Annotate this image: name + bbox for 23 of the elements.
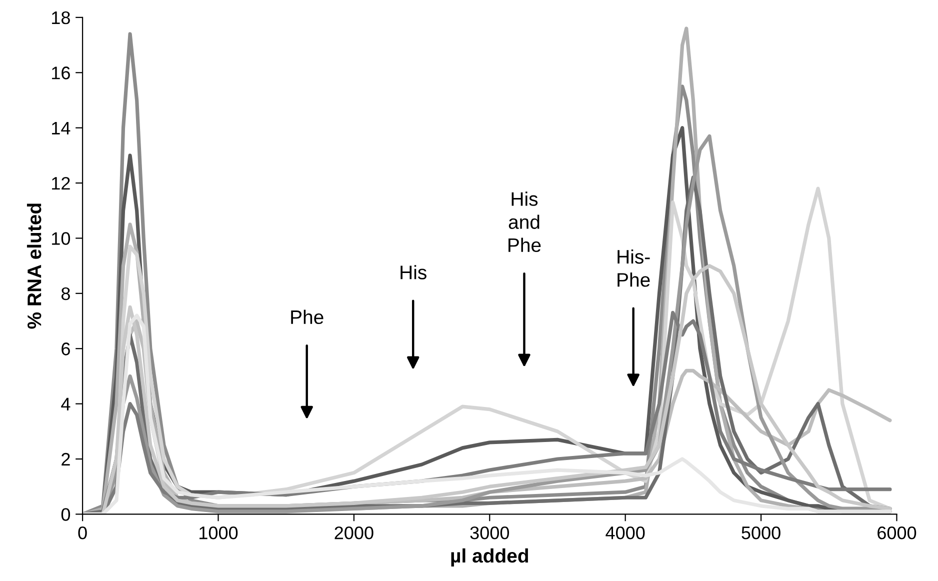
- y-tick-label: 4: [61, 398, 70, 410]
- x-tick-label: 4000: [606, 526, 645, 540]
- y-tick-label: 0: [61, 508, 70, 521]
- y-tick-label: 2: [62, 452, 70, 466]
- x-tick-label: 5000: [742, 526, 780, 540]
- y-tick-label: 10: [52, 232, 70, 245]
- annotation: Phe: [291, 310, 324, 324]
- x-tick-label: 2000: [334, 526, 374, 540]
- y-tick-label: 18: [52, 11, 70, 24]
- x-tick-label: 6000: [878, 526, 916, 540]
- y-tick-label: 14: [52, 122, 70, 134]
- x-tick-label: 1000: [200, 526, 238, 540]
- x-tick-label: 0: [78, 526, 87, 540]
- annotation: His: [400, 265, 426, 280]
- y-tick-label: 6: [62, 342, 70, 356]
- x-tick-label: 3000: [470, 526, 510, 540]
- x-axis-title: µl added: [451, 548, 528, 567]
- y-axis-title: % RNA eluted: [26, 204, 42, 329]
- annotation: His- Phe: [618, 249, 650, 287]
- y-tick-label: 16: [52, 66, 70, 80]
- annotation: His and Phe: [508, 192, 541, 252]
- y-tick-label: 12: [52, 176, 70, 190]
- y-tick-label: 8: [61, 287, 70, 300]
